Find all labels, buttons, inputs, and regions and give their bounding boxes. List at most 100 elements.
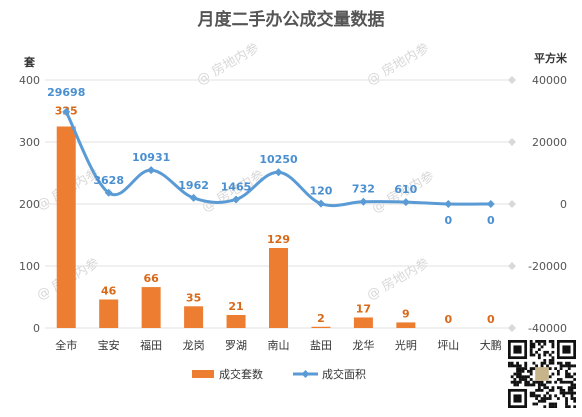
qr-module — [559, 391, 563, 395]
qr-module — [548, 397, 552, 400]
qr-module — [562, 391, 566, 395]
qr-module — [565, 402, 568, 406]
qr-module — [573, 364, 576, 368]
qr-module — [518, 367, 522, 371]
qr-finder-inner-1 — [562, 345, 571, 354]
left-tick-label: 0 — [33, 322, 40, 335]
qr-module — [565, 397, 568, 400]
qr-module — [527, 380, 530, 384]
qr-module — [559, 388, 563, 392]
qr-module — [535, 388, 539, 392]
qr-module — [559, 386, 563, 390]
qr-module — [532, 361, 536, 365]
line-point-1 — [104, 188, 113, 197]
qr-module — [548, 361, 552, 365]
line-point-10 — [486, 200, 495, 208]
qr-module — [537, 353, 541, 357]
qr-module — [573, 397, 576, 400]
qr-module — [529, 383, 533, 387]
category-label: 宝安 — [98, 338, 120, 352]
qr-module — [529, 353, 533, 357]
qr-module — [537, 356, 541, 360]
qr-module — [516, 369, 519, 373]
qr-logo — [535, 367, 549, 381]
qr-module — [567, 380, 571, 384]
qr-module — [565, 364, 568, 368]
left-tick-label: 400 — [19, 74, 40, 87]
qr-module — [513, 380, 517, 384]
qr-module — [559, 378, 563, 381]
line-point-6 — [316, 199, 325, 208]
qr-module — [524, 364, 528, 368]
qr-module — [543, 353, 547, 357]
qr-module — [537, 348, 541, 351]
qr-module — [527, 375, 530, 379]
qr-module — [513, 364, 517, 368]
bar-data-label: 66 — [143, 272, 159, 285]
qr-module — [537, 380, 541, 384]
bar-data-label: 0 — [487, 313, 495, 326]
qr-module — [535, 364, 539, 368]
qr-module — [532, 402, 536, 406]
qr-module — [548, 353, 552, 357]
category-label: 光明 — [395, 338, 417, 352]
qr-module — [508, 361, 511, 365]
qr-module — [570, 380, 574, 384]
bar-5 — [269, 248, 288, 328]
qr-module — [537, 340, 541, 343]
bar-data-label: 9 — [402, 307, 410, 320]
qr-module — [537, 399, 541, 403]
qr-module — [540, 380, 544, 384]
qr-module — [537, 383, 541, 387]
qr-module — [529, 391, 533, 395]
qr-module — [562, 380, 566, 384]
legend: 成交套数 成交面积 — [192, 367, 366, 381]
line-series: 29698 3628 10931 1962 1465 10250 120 732 610 0 0 — [47, 86, 495, 227]
qr-module — [565, 380, 568, 384]
qr-module — [554, 367, 558, 371]
line-data-label: 29698 — [47, 86, 85, 99]
left-axis-unit: 套 — [24, 55, 36, 69]
category-labels: 全市 宝安 福田 龙岗 罗湖 南山 盐田 龙华 光明 坪山 大鹏 — [55, 338, 502, 352]
qr-module — [543, 394, 547, 398]
qr-module — [543, 340, 547, 343]
qr-module — [551, 405, 555, 408]
qr-module — [570, 364, 574, 368]
qr-module — [524, 380, 528, 384]
qr-module — [554, 380, 558, 384]
bar-3 — [184, 306, 204, 328]
qr-module — [554, 402, 558, 406]
qr-module — [567, 367, 571, 371]
qr-module — [518, 364, 522, 368]
qr-module — [529, 340, 533, 343]
qr-module — [567, 372, 571, 376]
qr-module — [532, 394, 536, 398]
qr-module — [521, 367, 525, 371]
qr-module — [565, 405, 568, 408]
qr-module — [529, 342, 533, 346]
qr-module — [548, 359, 552, 362]
qr-module — [516, 380, 519, 384]
qr-module — [535, 397, 539, 400]
qr-module — [537, 342, 541, 346]
line-point-2 — [147, 166, 156, 175]
qr-module — [567, 388, 571, 392]
line-point-0 — [62, 107, 71, 116]
right-tick-label: -20000 — [528, 260, 567, 273]
qr-module — [532, 367, 536, 371]
bar-data-label: 35 — [186, 291, 201, 304]
category-label: 大鹏 — [480, 338, 502, 352]
qr-module — [570, 388, 574, 392]
bar-0 — [56, 126, 76, 328]
qr-module — [510, 375, 514, 379]
category-label: 盐田 — [310, 339, 332, 352]
qr-module — [537, 388, 541, 392]
qr-module — [532, 380, 536, 384]
line-point-5 — [274, 168, 283, 177]
qr-module — [567, 361, 571, 365]
qr-module — [527, 369, 530, 373]
qr-module — [556, 386, 560, 390]
qr-module — [565, 372, 568, 376]
category-label: 龙岗 — [183, 339, 205, 352]
